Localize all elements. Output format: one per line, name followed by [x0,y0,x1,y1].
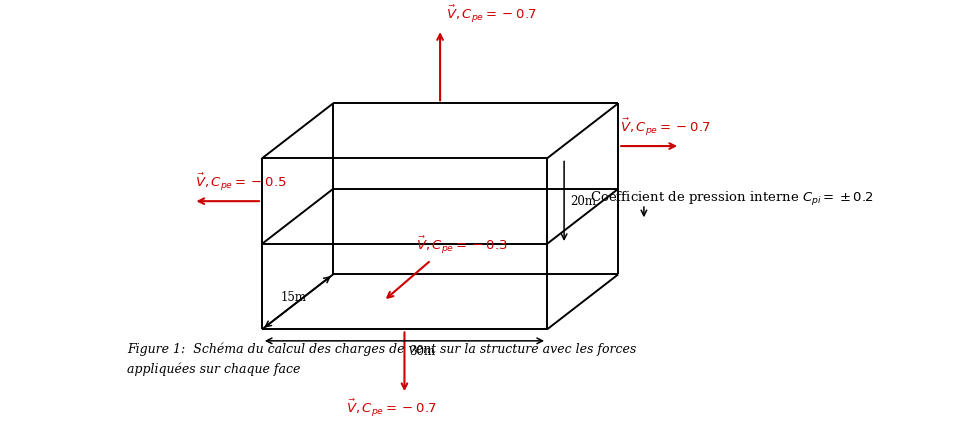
Text: $\vec{V}, C_{pe} = -0.3$: $\vec{V}, C_{pe} = -0.3$ [416,235,507,256]
Text: $\vec{V}, C_{pe} = -0.5$: $\vec{V}, C_{pe} = -0.5$ [196,171,287,193]
Text: $\vec{V}, C_{pe} = -0.7$: $\vec{V}, C_{pe} = -0.7$ [345,398,436,419]
Text: Figure 1:  Schéma du calcul des charges de vent sur la structure avec les forces: Figure 1: Schéma du calcul des charges d… [127,343,636,376]
Text: $\vec{V}, C_{pe} = -0.7$: $\vec{V}, C_{pe} = -0.7$ [619,117,710,139]
Text: 15m: 15m [281,291,306,304]
Text: Coefficient de pression interne $C_{pi} = \pm 0.2$: Coefficient de pression interne $C_{pi} … [589,190,872,208]
Text: 20m: 20m [569,195,596,208]
Text: $\vec{V}, C_{pe} = -0.7$: $\vec{V}, C_{pe} = -0.7$ [445,4,536,25]
Text: 30m: 30m [409,345,435,358]
